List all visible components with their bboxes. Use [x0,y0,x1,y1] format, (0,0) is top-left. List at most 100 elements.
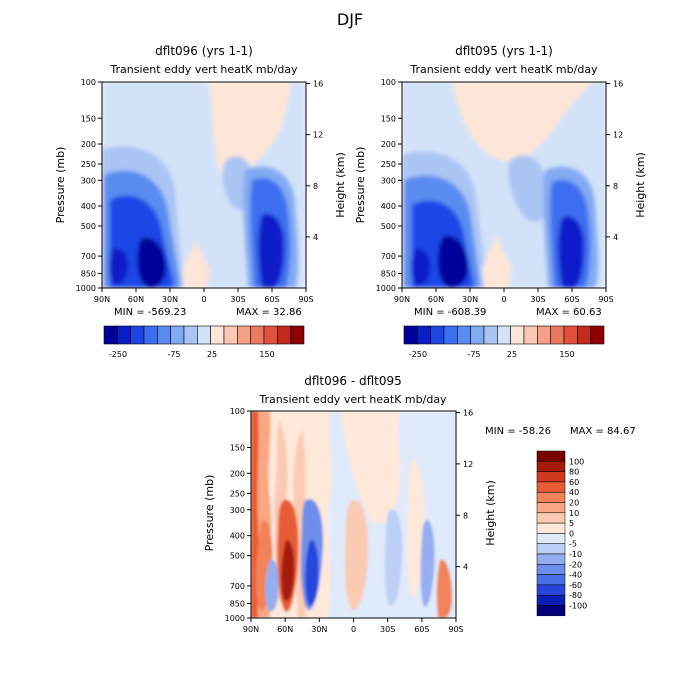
heatmap-field [102,82,306,288]
region-sh-core [258,213,284,288]
region-nh-core [305,539,319,606]
colorbar-label: -40 [569,571,582,580]
panel-subtitle: Transient eddy vert heatK mb/day [258,393,447,406]
y-tick-label: 300 [81,176,96,185]
x-tick-label: 60N [428,295,444,304]
x-tick-label: 90N [243,625,259,634]
colorbar-label: 150 [259,350,274,359]
x-tick-label: 90N [94,295,110,304]
colorbar-swatch [536,553,566,565]
colorbar-swatch [536,533,566,544]
y2-tick-label: 16 [463,409,473,418]
colorbar-swatch [403,325,418,345]
y2-tick-label: 16 [313,80,323,89]
panel-dflt095: dflt095 (yrs 1-1) Transient eddy vert he… [354,44,647,359]
colorbar-label: -10 [569,550,582,559]
colorbar-label: 25 [207,350,217,359]
colorbar-swatch [536,605,566,617]
colorbar-swatch [536,584,566,596]
region-sh-warm [406,459,425,599]
y-tick-label: 250 [81,160,96,169]
colorbar-swatch [536,512,566,524]
colorbar-label: -60 [569,581,582,590]
x-tick-label: 90S [298,295,313,304]
colorbar-labels: -250 -75 25 150 [109,350,275,359]
x-tick-label: 30S [530,295,545,304]
colorbar-swatch [563,325,578,345]
colorbar-swatch [536,522,566,534]
colorbar-swatch [277,325,291,345]
colorbar-label: 40 [569,488,579,497]
region-sh-cool [384,509,403,607]
y-tick-label: 300 [381,176,396,185]
y-axis-label: Pressure (mb) [54,147,67,224]
panel-difference: dflt096 - dflt095 Transient eddy vert he… [203,374,636,634]
colorbar-swatch [170,325,185,345]
region-sh-upper [508,155,548,222]
colorbar-swatch [237,325,251,345]
region-sh-min [420,519,435,607]
x-tick-label: 30N [162,295,178,304]
figure-title: DJF [337,10,363,29]
colorbar-label: 5 [569,519,574,528]
y2-tick-label: 8 [463,511,468,520]
y2-tick-label: 16 [613,80,623,89]
colorbar-swatch [536,461,566,472]
colorbar-swatch [157,325,171,345]
colorbar-label: -75 [467,350,480,359]
colorbar-label: -5 [569,540,577,549]
colorbar-swatch [197,325,211,345]
y2-tick-label: 12 [613,131,623,140]
colorbar-swatch [497,325,511,345]
x-tick-label: 0 [201,295,206,304]
colorbar-label: 10 [569,509,579,518]
colorbar-swatch [183,325,198,345]
colorbar-swatch [430,325,445,345]
x-tick-label: 30S [380,625,395,634]
y-tick-label: 500 [230,552,245,561]
colorbar-swatch [470,325,485,345]
colorbar-label: -250 [409,350,427,359]
y-tick-label: 150 [381,114,396,123]
colorbar-swatch [510,325,525,345]
y-tick-label: 200 [230,469,245,478]
region-sh-max [436,559,452,618]
region-nh-peak [281,539,295,602]
y-tick-label: 1000 [376,284,396,293]
colorbar-swatch [536,471,566,483]
colorbar-swatch [536,481,566,493]
min-label: MIN = -569.23 [114,307,186,318]
y2-tick-label: 12 [313,131,323,140]
colorbar-swatch [223,325,238,345]
heatmap-field [402,82,606,288]
max-label: MAX = 60.63 [536,307,602,318]
region-equator-warm [182,240,210,288]
colorbar-label: -75 [167,350,180,359]
x-tick-label: 90S [598,295,613,304]
colorbar-label: 0 [569,529,574,538]
y2-axis-label: Height (km) [634,152,647,218]
colorbar-label: 25 [507,350,517,359]
colorbar-swatch [457,325,471,345]
y2-tick-label: 12 [463,460,473,469]
y-axis-label: Pressure (mb) [203,475,216,552]
region-nh-pole [109,248,128,285]
y-tick-label: 850 [81,269,96,278]
y-tick-label: 700 [81,252,96,261]
y-tick-label: 100 [381,78,396,87]
x-tick-label: 0 [351,625,356,634]
colorbar-swatch [536,594,566,606]
region-equator-warm [344,499,369,611]
colorbar-swatch [536,574,566,586]
x-tick-label: 30N [311,625,327,634]
y-tick-label: 700 [230,582,245,591]
x-tick-label: 60N [277,625,293,634]
colorbar-swatch [536,450,566,462]
x-tick-label: 60S [414,625,429,634]
y-tick-label: 200 [381,140,396,149]
colorbar-swatch [577,325,591,345]
y-tick-label: 1000 [76,284,96,293]
y2-axis-label: Height (km) [334,152,347,218]
colorbar-swatch [550,325,565,345]
